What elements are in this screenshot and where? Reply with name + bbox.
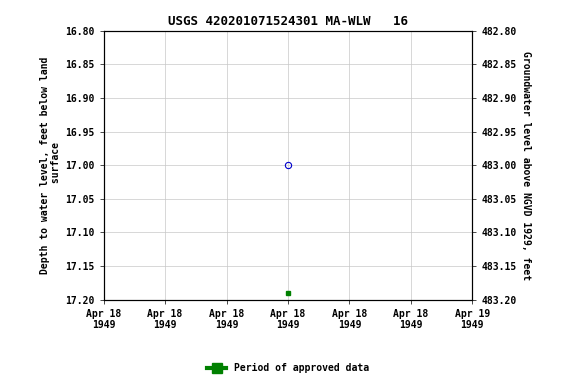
Y-axis label: Depth to water level, feet below land
 surface: Depth to water level, feet below land su… (40, 56, 61, 274)
Legend: Period of approved data: Period of approved data (203, 359, 373, 377)
Y-axis label: Groundwater level above NGVD 1929, feet: Groundwater level above NGVD 1929, feet (521, 51, 530, 280)
Title: USGS 420201071524301 MA-WLW   16: USGS 420201071524301 MA-WLW 16 (168, 15, 408, 28)
